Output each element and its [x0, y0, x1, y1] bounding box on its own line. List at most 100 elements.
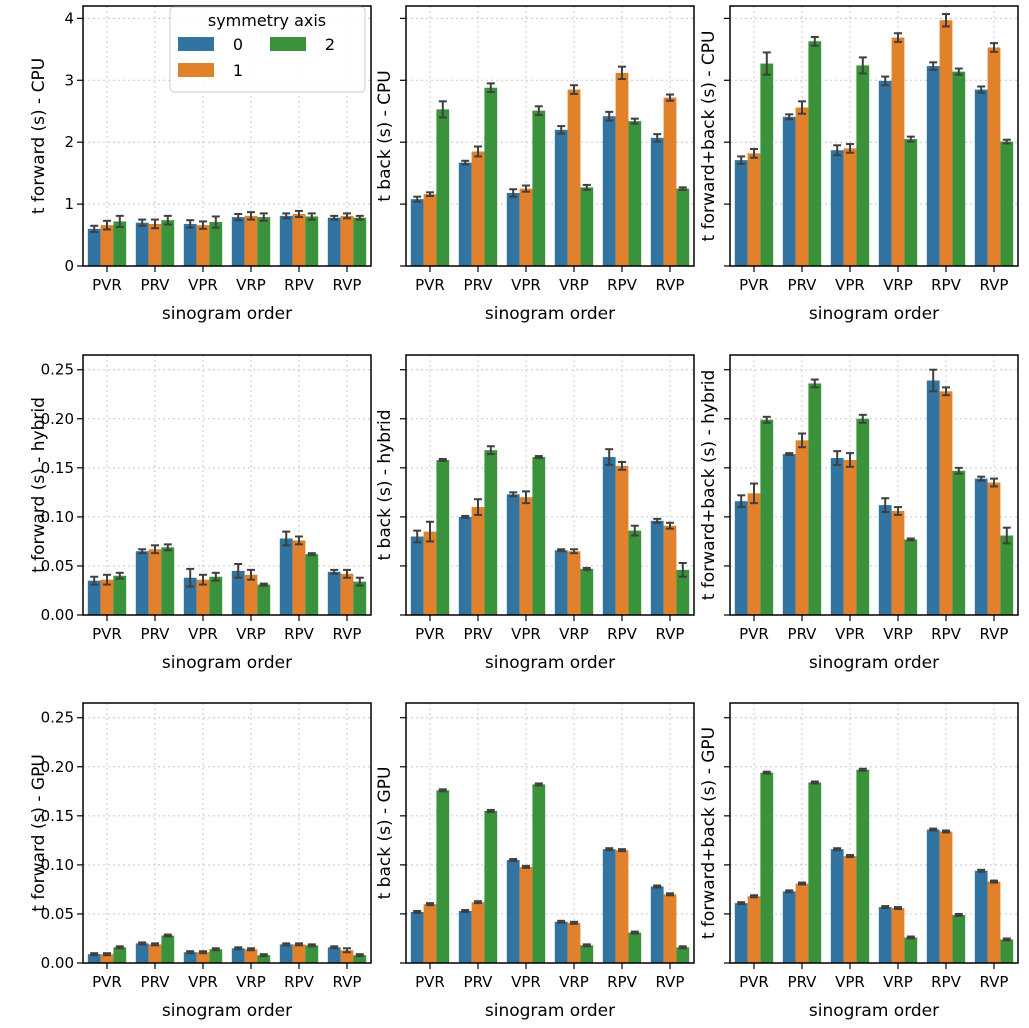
y-tick-label: 0.05	[41, 905, 74, 923]
bar-PVR-axis-0	[734, 501, 748, 615]
y-axis-label: t forward+back (s) - GPU	[699, 727, 719, 939]
bar-PVR-axis-2	[760, 419, 774, 615]
x-tick-label: RPV	[284, 276, 314, 294]
bar-PRV-axis-2	[484, 450, 498, 615]
x-tick-label: VRP	[883, 625, 913, 643]
x-tick-label: PRV	[788, 625, 818, 643]
bar-RVP-axis-2	[676, 188, 690, 266]
bar-VRP-axis-1	[244, 574, 258, 615]
bar-RVP-axis-1	[663, 525, 677, 615]
x-tick-label: PVR	[415, 973, 445, 991]
subplot-4: 0.00 0.05 0.10 0.15 0.20 0.25 PVR PRV VPR VRP RPV R…	[29, 354, 372, 673]
bar-VPR-axis-2	[209, 576, 223, 615]
x-tick-label: RVP	[980, 276, 1009, 294]
bar-PVR-axis-0	[87, 954, 101, 963]
x-tick-label: VRP	[236, 973, 266, 991]
x-tick-label: PVR	[92, 973, 122, 991]
bar-PRV-axis-0	[782, 454, 796, 615]
bar-VPR-axis-1	[196, 952, 210, 963]
bar-RPV-axis-0	[926, 66, 940, 266]
x-tick-label: PRV	[788, 973, 818, 991]
bar-RVP-axis-2	[353, 217, 367, 266]
bar-VRP-axis-1	[567, 922, 581, 963]
x-tick-label: RVP	[980, 625, 1009, 643]
x-tick-label: RPV	[284, 625, 314, 643]
bar-VRP-axis-2	[580, 945, 594, 963]
bar-RVP-axis-1	[663, 894, 677, 963]
bar-VPR-axis-2	[532, 110, 546, 266]
y-axis-label: t forward (s) - CPU	[29, 58, 49, 214]
x-tick-label: VPR	[188, 973, 218, 991]
x-tick-label: RPV	[284, 973, 314, 991]
bar-VPR-axis-0	[830, 849, 844, 963]
bar-VPR-axis-2	[209, 222, 223, 266]
bar-PRV-axis-2	[161, 220, 175, 266]
bar-RVP-axis-2	[1000, 141, 1014, 266]
bar-PVR-axis-1	[747, 153, 761, 266]
x-tick-label: RPV	[931, 625, 961, 643]
x-tick-label: PRV	[788, 276, 818, 294]
bar-VRP-axis-2	[904, 937, 918, 963]
bar-VRP-axis-1	[244, 949, 258, 963]
x-axis-label: sinogram order	[162, 304, 292, 324]
x-tick-label: PVR	[92, 625, 122, 643]
bar-VPR-axis-2	[532, 784, 546, 963]
y-tick-label: 0.25	[41, 361, 74, 379]
bar-VPR-axis-2	[532, 457, 546, 615]
x-tick-label: RVP	[656, 973, 685, 991]
x-tick-label: RVP	[656, 625, 685, 643]
bar-PRV-axis-0	[458, 516, 472, 615]
bar-PVR-axis-1	[423, 904, 437, 963]
bar-VRP-axis-2	[904, 539, 918, 615]
bar-PRV-axis-1	[795, 107, 809, 267]
x-tick-label: VRP	[559, 973, 589, 991]
bar-VPR-axis-2	[856, 769, 870, 963]
bar-PRV-axis-0	[135, 222, 149, 266]
bar-PVR-axis-2	[436, 790, 450, 963]
bar-PVR-axis-0	[410, 911, 424, 963]
bar-RPV-axis-1	[292, 944, 306, 963]
bar-RPV-axis-1	[615, 850, 629, 963]
bar-VRP-axis-0	[878, 505, 892, 615]
x-tick-label: RPV	[607, 973, 637, 991]
legend: symmetry axis 0 1 2	[169, 6, 366, 93]
y-tick-label: 0.10	[41, 856, 74, 874]
bar-PVR-axis-1	[747, 896, 761, 963]
bar-VPR-axis-0	[183, 223, 197, 266]
x-tick-label: VPR	[835, 973, 865, 991]
legend-box	[169, 6, 366, 93]
x-tick-label: VRP	[236, 625, 266, 643]
bar-VRP-axis-0	[554, 129, 568, 266]
x-tick-label: VRP	[559, 276, 589, 294]
bar-PVR-axis-1	[100, 225, 114, 266]
bar-PRV-axis-0	[458, 162, 472, 266]
bar-RPV-axis-0	[279, 538, 293, 615]
subplot-9: PVR PRV VPR VRP RPV RVP sinogram order t forwar…	[699, 702, 1019, 1021]
x-axis-label: sinogram order	[162, 1001, 292, 1021]
subplot-3: PVR PRV VPR VRP RPV RVP sinogram order t forwar…	[699, 5, 1019, 324]
bar-VPR-axis-2	[856, 418, 870, 615]
x-tick-label: PVR	[739, 625, 769, 643]
x-tick-label: PVR	[92, 276, 122, 294]
bar-PRV-axis-1	[471, 151, 485, 266]
y-axis-label: t forward+back (s) - CPU	[699, 31, 719, 242]
x-axis-label: sinogram order	[485, 304, 615, 324]
x-tick-label: RPV	[931, 276, 961, 294]
bar-RPV-axis-0	[279, 215, 293, 266]
legend-swatch-2	[270, 37, 306, 51]
bar-RPV-axis-2	[628, 530, 642, 615]
bar-RVP-axis-0	[650, 520, 664, 615]
x-tick-label: VPR	[188, 276, 218, 294]
bar-RVP-axis-1	[987, 482, 1001, 615]
bar-RPV-axis-2	[628, 932, 642, 963]
bar-VRP-axis-0	[554, 921, 568, 963]
y-tick-label: 0.20	[41, 410, 74, 428]
bar-RVP-axis-0	[327, 947, 341, 963]
bar-RVP-axis-0	[974, 870, 988, 963]
x-tick-label: VPR	[511, 973, 541, 991]
bar-PRV-axis-0	[458, 911, 472, 963]
x-tick-label: VPR	[835, 276, 865, 294]
bar-VRP-axis-1	[567, 551, 581, 615]
bar-PRV-axis-2	[161, 547, 175, 615]
x-tick-label: VPR	[511, 276, 541, 294]
